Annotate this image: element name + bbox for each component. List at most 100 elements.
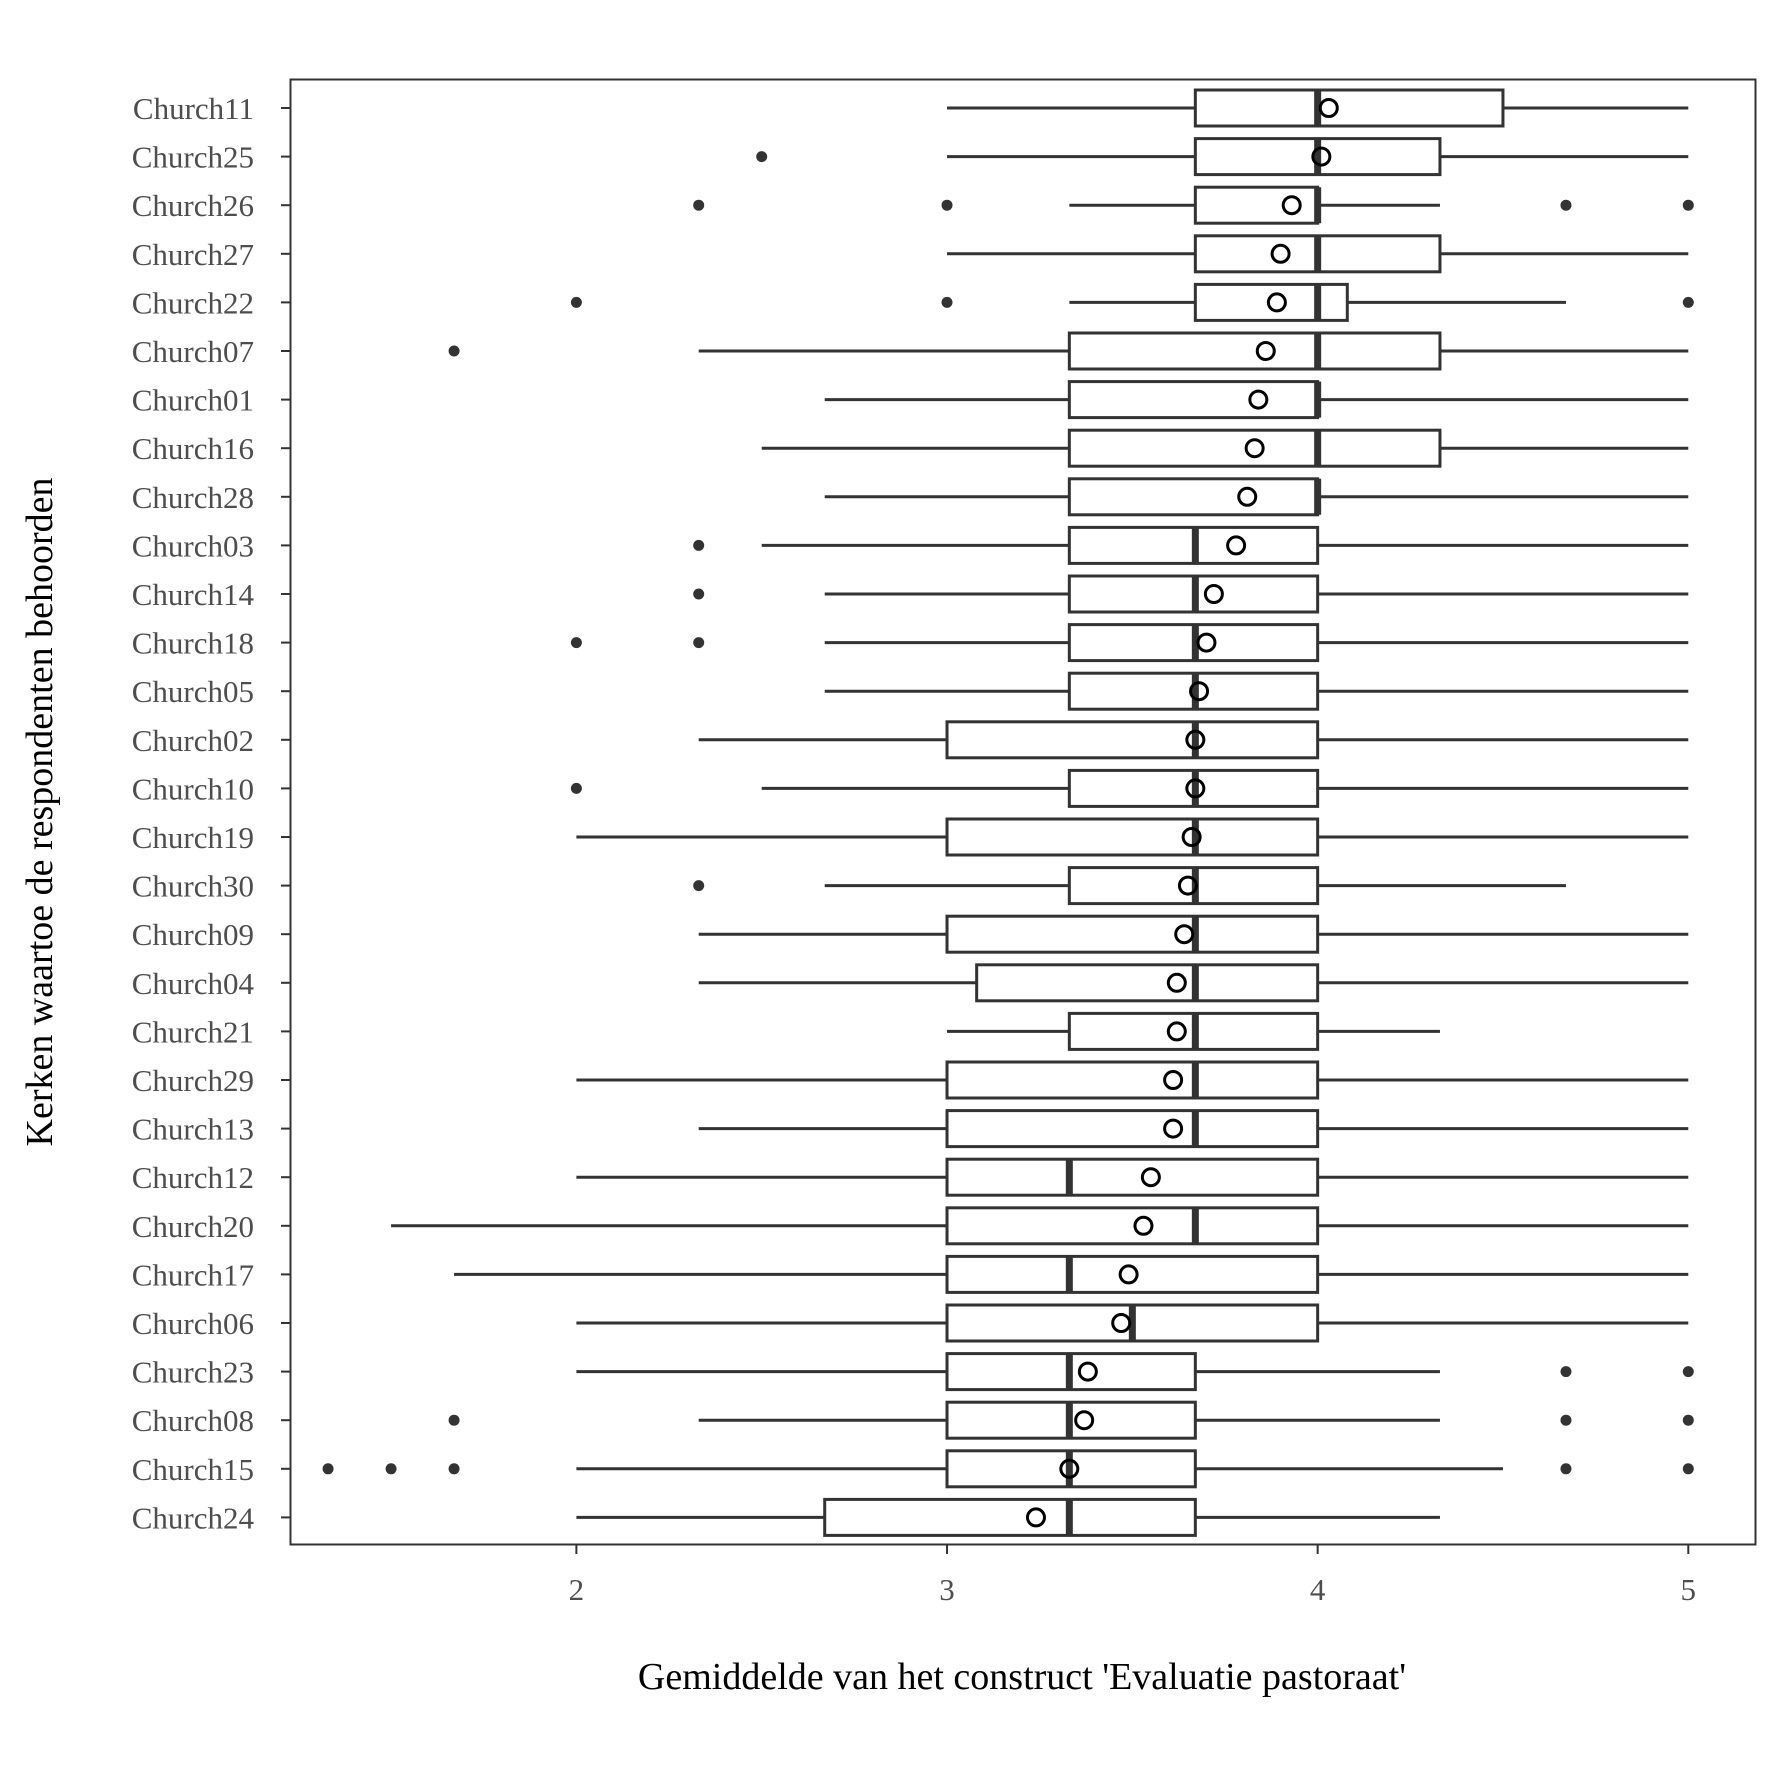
y-tick-label: Church09	[132, 917, 254, 952]
outlier-point	[693, 588, 705, 600]
y-tick-label: Church30	[132, 869, 254, 904]
mean-point	[1185, 778, 1206, 799]
y-tick-label: Church25	[132, 140, 254, 175]
iqr-box	[945, 914, 1320, 954]
y-tick-label: Church20	[132, 1209, 254, 1244]
mean-point	[1266, 292, 1287, 313]
mean-point	[1074, 1410, 1095, 1431]
outlier-point	[1682, 1463, 1694, 1475]
mean-point	[1163, 1070, 1184, 1090]
outlier-point	[1560, 199, 1572, 211]
outlier-point	[448, 1463, 460, 1475]
iqr-box	[975, 963, 1320, 1003]
y-tick-label: Church17	[132, 1257, 254, 1292]
mean-point	[1237, 486, 1258, 507]
outlier-point	[322, 1463, 334, 1475]
y-tick-label: Church18	[132, 626, 254, 661]
outlier-point	[693, 880, 705, 892]
mean-point	[1255, 341, 1276, 361]
y-tick-label: Church04	[132, 966, 255, 1001]
outlier-point	[1682, 199, 1694, 211]
outlier-point	[1560, 1366, 1572, 1378]
plot-panel-border	[289, 78, 1757, 1546]
outlier-point	[570, 296, 582, 308]
iqr-box	[1067, 380, 1320, 420]
y-tick-label: Church07	[132, 334, 254, 369]
outlier-point	[385, 1463, 397, 1475]
mean-point	[1189, 681, 1210, 702]
mean-point	[1318, 98, 1339, 118]
y-tick-label: Church13	[132, 1112, 254, 1147]
iqr-box	[823, 1497, 1197, 1537]
y-tick-label: Church12	[132, 1160, 254, 1195]
outlier-point	[1560, 1414, 1572, 1426]
chart-marks: 2 3 4 5 Church11 Church25 Church26 Church27 Chur…	[132, 88, 1697, 1607]
y-tick-label: Church03	[132, 528, 254, 563]
y-tick-label: Church23	[132, 1355, 254, 1390]
y-tick-label: Church21	[132, 1014, 254, 1049]
iqr-box	[945, 817, 1320, 857]
iqr-box	[1193, 185, 1320, 225]
outlier-point	[693, 637, 705, 649]
mean-point	[1118, 1264, 1139, 1285]
mean-point	[1181, 827, 1202, 847]
y-tick-label: Church16	[132, 431, 254, 466]
mean-point	[1196, 632, 1217, 653]
y-tick-label: Church01	[132, 383, 254, 418]
outlier-point	[756, 151, 768, 163]
y-tick-label: Church29	[132, 1063, 254, 1098]
iqr-box	[1193, 88, 1505, 128]
mean-point	[1166, 972, 1187, 993]
y-tick-label: Church19	[132, 820, 254, 855]
mean-point	[1311, 146, 1332, 167]
mean-point	[1025, 1507, 1046, 1528]
y-tick-label: Church24	[132, 1500, 255, 1535]
y-tick-label: Church28	[132, 480, 254, 515]
outlier-point	[1682, 296, 1694, 308]
mean-point	[1111, 1313, 1132, 1333]
y-axis-title: Kerken waartoe de respondenten behoorden	[19, 478, 61, 1147]
y-tick-label: Church22	[132, 285, 254, 320]
mean-point	[1270, 243, 1291, 264]
mean-point	[1140, 1167, 1161, 1188]
outlier-point	[570, 637, 582, 649]
outlier-point	[1682, 1366, 1694, 1378]
mean-point	[1133, 1215, 1154, 1236]
iqr-box	[945, 1157, 1320, 1197]
x-axis-title: Gemiddelde van het construct 'Evaluatie …	[638, 1656, 1406, 1698]
x-tick-label: 3	[939, 1572, 955, 1607]
y-tick-label: Church02	[132, 723, 254, 758]
iqr-box	[1067, 477, 1320, 517]
iqr-box	[945, 1254, 1320, 1294]
y-tick-label: Church11	[133, 91, 254, 126]
iqr-box	[945, 1109, 1320, 1149]
outlier-point	[448, 1414, 460, 1426]
outlier-point	[941, 296, 953, 308]
y-tick-label: Church06	[132, 1306, 254, 1341]
mean-point	[1185, 729, 1206, 750]
outlier-point	[1682, 1414, 1694, 1426]
x-tick-label: 4	[1310, 1572, 1326, 1607]
iqr-box	[945, 1206, 1320, 1246]
mean-point	[1174, 924, 1195, 945]
mean-point	[1077, 1361, 1098, 1382]
mean-point	[1203, 584, 1224, 604]
y-tick-label: Church05	[132, 674, 254, 709]
mean-point	[1281, 195, 1302, 216]
mean-point	[1226, 535, 1247, 556]
mean-point	[1059, 1458, 1080, 1479]
mean-point	[1244, 438, 1265, 459]
x-tick-label: 2	[569, 1572, 585, 1607]
mean-point	[1248, 389, 1269, 410]
mean-point	[1163, 1118, 1184, 1139]
outlier-point	[570, 782, 582, 794]
y-tick-label: Church14	[132, 577, 255, 612]
outlier-point	[941, 199, 953, 211]
x-tick-label: 5	[1681, 1572, 1697, 1607]
outlier-point	[448, 345, 460, 357]
iqr-box	[1067, 428, 1442, 468]
iqr-box	[1067, 331, 1442, 371]
mean-point	[1166, 1021, 1187, 1042]
outlier-point	[693, 199, 705, 211]
